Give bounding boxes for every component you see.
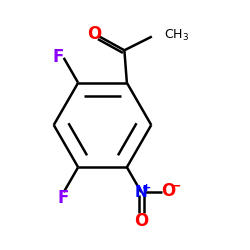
- Text: F: F: [58, 189, 69, 207]
- Text: +: +: [142, 182, 152, 192]
- Text: O: O: [134, 212, 148, 230]
- Text: N: N: [135, 184, 148, 200]
- Text: O: O: [162, 182, 176, 200]
- Text: CH$_3$: CH$_3$: [164, 28, 189, 43]
- Text: O: O: [87, 25, 101, 43]
- Text: −: −: [171, 179, 181, 192]
- Text: F: F: [52, 48, 64, 66]
